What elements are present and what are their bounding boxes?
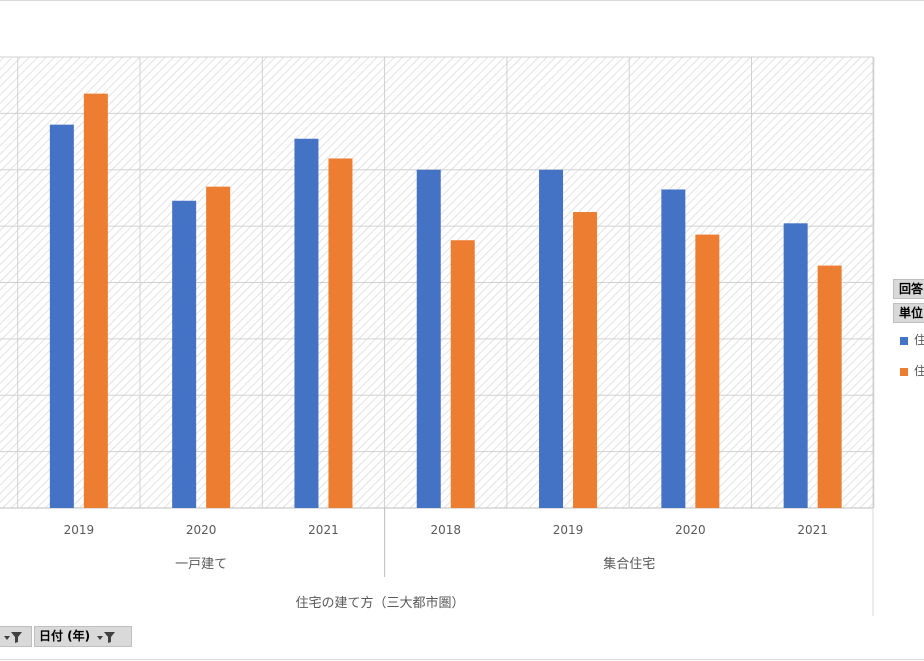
x-tick-label: 2021 bbox=[308, 523, 339, 537]
x-group-label: 集合住宅 bbox=[603, 556, 655, 572]
bar-series-1-2020 bbox=[172, 200, 197, 508]
pivot-field-unit-label: 単位 bbox=[899, 306, 924, 320]
filter-button-left[interactable] bbox=[0, 626, 32, 647]
legend-swatch-1 bbox=[900, 336, 908, 345]
x-tick-label: 2021 bbox=[797, 523, 828, 537]
x-tick-label: 2020 bbox=[675, 523, 706, 537]
legend-label-1: 住 bbox=[914, 333, 924, 347]
x-tick-label: 2019 bbox=[64, 523, 95, 537]
filter-button-date-year[interactable]: 日付 (年) bbox=[34, 626, 132, 647]
legend-label-2: 住 bbox=[914, 364, 924, 378]
filter-dropdown-icon bbox=[97, 631, 116, 643]
pivot-field-answer-label: 回答 bbox=[899, 282, 924, 296]
legend-swatch-2 bbox=[900, 367, 908, 376]
bar-series-2-2021 bbox=[817, 265, 842, 508]
bar-series-2-2018 bbox=[450, 240, 475, 508]
bar-series-2-2020 bbox=[206, 186, 231, 508]
bar-series-2-2021 bbox=[328, 158, 353, 508]
pivot-field-unit[interactable]: 単位 bbox=[893, 303, 924, 323]
x-axis-title: 住宅の建て方（三大都市圏） bbox=[295, 595, 464, 611]
x-tick-label: 2019 bbox=[553, 523, 584, 537]
bar-series-2-2019 bbox=[573, 212, 598, 508]
bar-series-2-2020 bbox=[695, 234, 720, 509]
bar-series-1-2018 bbox=[416, 169, 441, 508]
bar-series-1-2021 bbox=[783, 223, 808, 508]
pivot-field-answer[interactable]: 回答 bbox=[893, 279, 924, 299]
filter-button-date-year-label: 日付 (年) bbox=[39, 629, 91, 643]
x-group-label: 一戸建て bbox=[175, 557, 227, 572]
bar-series-1-2020 bbox=[661, 189, 686, 508]
x-tick-label: 2018 bbox=[430, 523, 461, 537]
bar-series-1-2021 bbox=[294, 138, 319, 508]
bar-series-2-2019 bbox=[83, 93, 108, 509]
bar-series-1-2019 bbox=[539, 169, 564, 508]
x-tick-label: 2020 bbox=[186, 523, 217, 537]
legend-item-series-2: 住 bbox=[900, 362, 924, 380]
legend-item-series-1: 住 bbox=[900, 331, 924, 349]
filter-dropdown-icon bbox=[4, 631, 22, 643]
bar-series-1-2019 bbox=[49, 124, 74, 509]
